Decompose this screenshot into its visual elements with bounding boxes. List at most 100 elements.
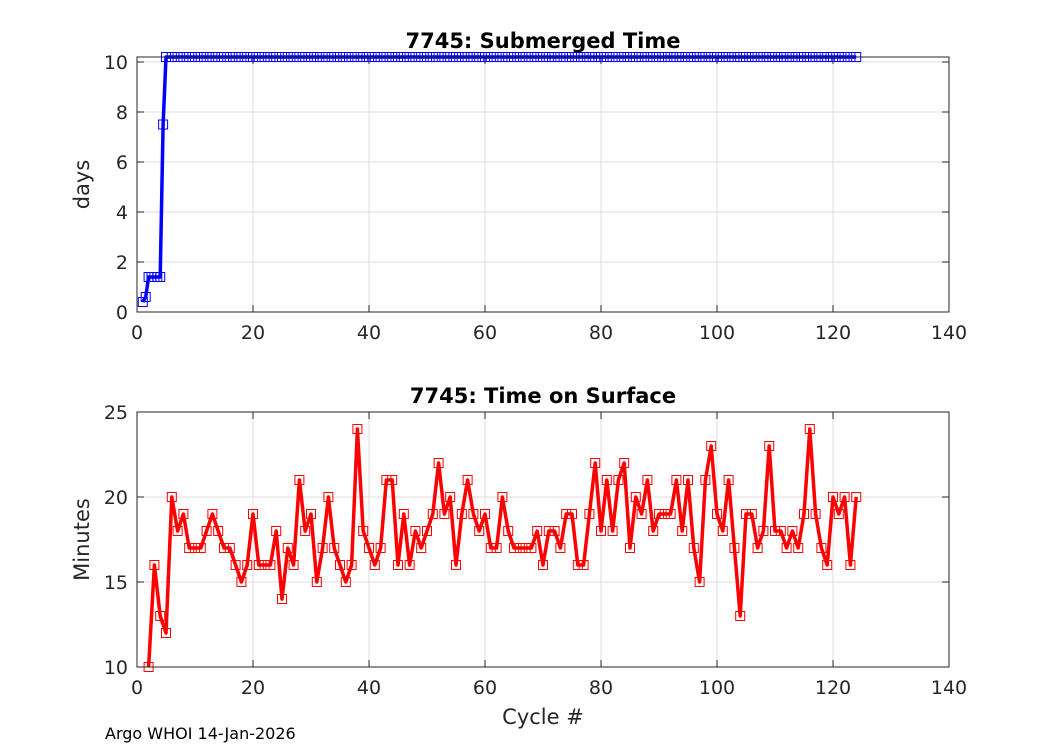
data-point	[178, 509, 189, 519]
data-point	[433, 458, 444, 468]
data-point	[265, 560, 276, 570]
data-point	[816, 543, 827, 553]
data-point	[706, 441, 717, 451]
data-point	[584, 509, 595, 519]
data-point	[161, 628, 171, 638]
data-point	[158, 119, 169, 130]
data-point	[172, 526, 183, 536]
data-point	[822, 560, 833, 570]
data-point	[509, 543, 519, 553]
data-point	[451, 560, 461, 570]
data-point	[236, 577, 247, 587]
data-point	[845, 560, 856, 570]
data-point	[659, 509, 670, 519]
data-point	[526, 543, 537, 553]
data-point	[538, 560, 548, 570]
data-point	[259, 560, 270, 570]
data-point	[195, 543, 206, 553]
data-point	[799, 509, 809, 519]
data-point	[456, 509, 467, 519]
data-point	[648, 526, 659, 536]
data-point	[532, 526, 543, 536]
data-point	[416, 543, 427, 553]
data-point	[242, 560, 253, 570]
data-point	[422, 526, 432, 536]
data-point	[833, 509, 844, 519]
data-point	[851, 492, 862, 502]
data-point	[775, 526, 786, 536]
data-point	[358, 526, 369, 536]
x-tick-label: 100	[699, 322, 735, 344]
data-point	[375, 543, 386, 553]
x-axis-label: Cycle #	[502, 705, 584, 729]
data-point	[613, 475, 624, 485]
data-point	[607, 526, 618, 536]
y-tick-label: 10	[104, 52, 128, 74]
y-tick-label: 20	[104, 487, 128, 509]
data-point	[207, 509, 218, 519]
data-point	[439, 509, 450, 519]
data-point	[387, 475, 398, 485]
chart-title: 7745: Submerged Time	[405, 29, 680, 53]
data-point	[230, 560, 241, 570]
data-point	[190, 543, 200, 553]
data-point	[549, 526, 560, 536]
x-tick-label: 0	[131, 322, 143, 344]
x-tick-label: 140	[931, 322, 967, 344]
data-point	[688, 543, 699, 553]
data-point	[427, 509, 438, 519]
data-point	[282, 543, 293, 553]
data-point	[213, 526, 224, 536]
data-point	[642, 475, 653, 485]
data-point	[381, 475, 392, 485]
data-point	[271, 526, 282, 536]
surface-time-plot: 0 20 40 60 80 100 120 140 10 15 20 25 7745: Time on …	[70, 384, 967, 729]
data-point	[700, 475, 711, 485]
data-point	[694, 577, 705, 587]
data-point	[248, 509, 258, 519]
data-point	[491, 543, 502, 553]
data-point	[561, 509, 572, 519]
data-point	[543, 526, 554, 536]
data-point	[758, 526, 769, 536]
data-point	[393, 560, 403, 570]
y-tick-label: 10	[104, 657, 128, 679]
data-point	[140, 292, 151, 302]
x-tick-label: 0	[131, 677, 143, 699]
data-point	[520, 543, 531, 553]
data-point	[317, 543, 328, 553]
data-point	[300, 526, 311, 536]
data-point	[567, 509, 577, 519]
y-tick-label: 4	[116, 202, 128, 224]
axes-box	[136, 411, 950, 668]
data-point	[735, 611, 746, 621]
data-point	[630, 492, 641, 502]
data-point	[770, 526, 780, 536]
y-tick-label: 0	[116, 302, 128, 324]
data-point	[619, 458, 630, 468]
data-point	[741, 509, 751, 519]
y-tick-label: 15	[104, 572, 128, 594]
data-point	[445, 492, 456, 502]
data-point	[398, 509, 409, 519]
series-line	[146, 427, 858, 668]
x-tick-label: 120	[815, 322, 851, 344]
y-axis-label: Minutes	[70, 498, 94, 581]
data-point	[306, 509, 316, 519]
axes-box	[136, 56, 950, 313]
data-point	[787, 526, 798, 536]
data-point	[294, 475, 305, 485]
data-point	[155, 611, 166, 621]
data-point	[219, 543, 229, 553]
data-point	[404, 560, 415, 570]
x-tick-label: 60	[473, 322, 497, 344]
plot-area	[137, 57, 949, 312]
data-point	[485, 543, 496, 553]
y-tick-label: 6	[116, 152, 128, 174]
data-point	[277, 594, 287, 604]
data-point	[329, 543, 340, 553]
data-point	[335, 560, 345, 570]
data-point	[839, 492, 850, 502]
x-tick-label: 20	[241, 322, 265, 344]
